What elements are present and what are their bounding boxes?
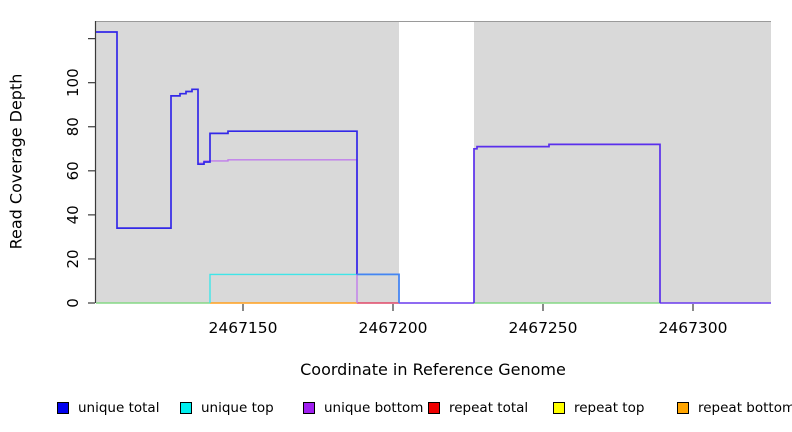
legend-swatch-repeat-top <box>553 402 565 414</box>
legend-swatch-unique-top <box>180 402 192 414</box>
legend-label-repeat-bottom: repeat bottom <box>698 400 792 416</box>
series-line-unique-total-over-top <box>357 273 400 303</box>
y-tick-label: 60 <box>64 161 82 180</box>
y-tick-label: 100 <box>64 68 82 97</box>
legend-swatch-unique-total <box>57 402 69 414</box>
legend-swatch-repeat-total <box>428 402 440 414</box>
x-tick-label: 2467300 <box>658 319 727 337</box>
y-tick-label: 40 <box>64 205 82 224</box>
legend-item-repeat-top: repeat top <box>553 398 644 418</box>
series-line-unique-top-line <box>209 273 399 303</box>
legend-label-unique-top: unique top <box>201 400 274 416</box>
x-tick-label: 2467250 <box>508 319 577 337</box>
legend-label-repeat-total: repeat total <box>449 400 529 416</box>
series-line-right-plateau-violet <box>473 143 661 303</box>
legend-label-repeat-top: repeat top <box>574 400 645 416</box>
series-line-unique-total-line <box>96 31 358 275</box>
legend-label-unique-bottom: unique bottom <box>324 400 424 416</box>
x-tick-label: 2467200 <box>358 319 427 337</box>
x-axis-title: Coordinate in Reference Genome <box>300 360 566 379</box>
legend-item-repeat-bottom: repeat bottom <box>677 398 792 418</box>
y-axis-title: Read Coverage Depth <box>6 73 26 250</box>
y-tick-label: 0 <box>64 298 82 308</box>
chart-legend: unique total unique top unique bottom re… <box>0 398 792 422</box>
legend-item-unique-total: unique total <box>57 398 159 418</box>
legend-label-unique-total: unique total <box>78 400 160 416</box>
y-tick-label: 20 <box>64 249 82 268</box>
coverage-gap-band <box>399 21 474 303</box>
x-tick-label: 2467150 <box>208 319 277 337</box>
legend-swatch-repeat-bottom <box>677 402 689 414</box>
legend-item-unique-top: unique top <box>180 398 274 418</box>
legend-swatch-unique-bottom <box>303 402 315 414</box>
legend-item-repeat-total: repeat total <box>428 398 528 418</box>
y-tick-label: 80 <box>64 117 82 136</box>
legend-item-unique-bottom: unique bottom <box>303 398 423 418</box>
